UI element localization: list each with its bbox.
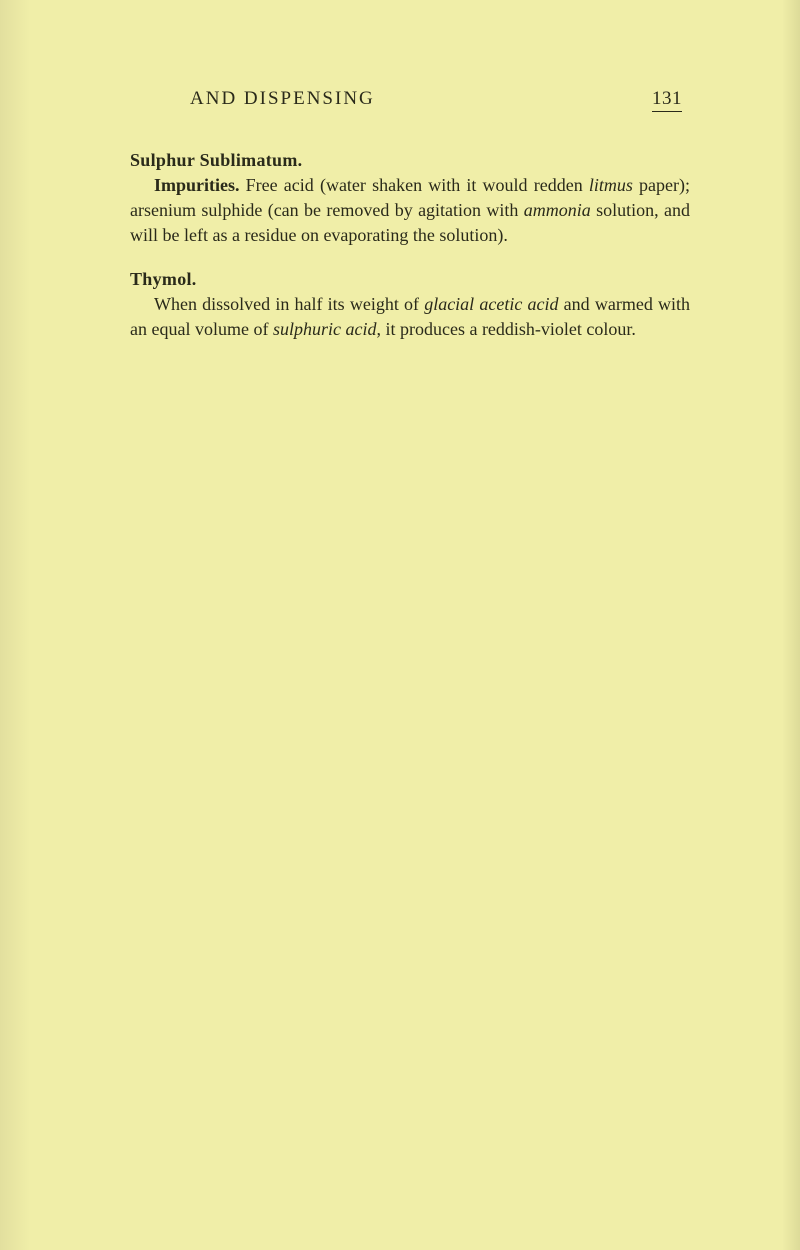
paragraph-thymol: When dissolved in half its weight of gla…: [130, 292, 690, 342]
text-run-italic: ammonia: [524, 200, 591, 220]
section-heading-sulphur: Sulphur Sublimatum.: [130, 150, 690, 171]
page-number: 131: [652, 88, 682, 112]
paragraph-sulphur: Impurities. Free acid (water shaken with…: [130, 173, 690, 247]
text-run-italic: glacial acetic acid: [424, 294, 558, 314]
impurities-label: Impurities.: [154, 175, 240, 195]
text-run-italic: litmus: [589, 175, 633, 195]
running-header-title: AND DISPENSING: [190, 88, 375, 110]
section-heading-thymol: Thymol.: [130, 269, 690, 290]
text-run-italic: sulphuric acid: [273, 319, 377, 339]
page-header: AND DISPENSING 131: [130, 88, 690, 112]
text-run: Free acid (water shaken with it would re…: [240, 175, 589, 195]
text-run: When dissolved in half its weight of: [154, 294, 424, 314]
text-run: , it produces a reddish-violet colour.: [376, 319, 635, 339]
page-content: AND DISPENSING 131 Sulphur Sublimatum. I…: [0, 0, 800, 424]
